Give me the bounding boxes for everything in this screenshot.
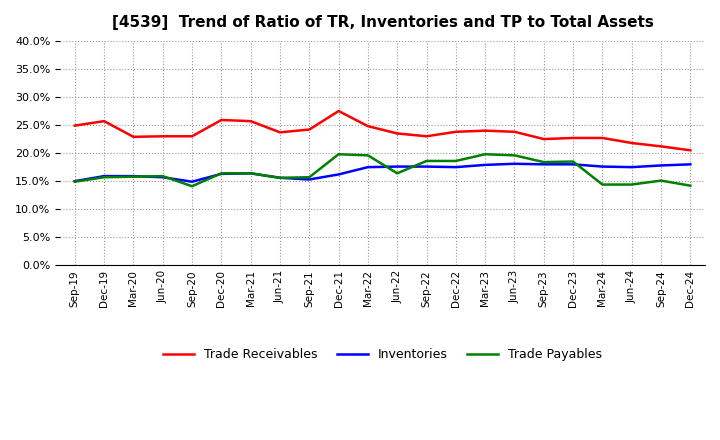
Trade Receivables [158, 134, 167, 139]
Trade Payables [305, 175, 314, 180]
Trade Receivables [71, 123, 79, 128]
Inventories [334, 172, 343, 177]
Trade Payables [569, 159, 577, 164]
Line: Inventories: Inventories [75, 164, 690, 182]
Trade Receivables [686, 148, 695, 153]
Title: [4539]  Trend of Ratio of TR, Inventories and TP to Total Assets: [4539] Trend of Ratio of TR, Inventories… [112, 15, 654, 30]
Trade Payables [364, 153, 372, 158]
Trade Receivables [598, 136, 607, 141]
Inventories [71, 179, 79, 184]
Trade Receivables [481, 128, 490, 133]
Trade Receivables [188, 134, 197, 139]
Trade Payables [598, 182, 607, 187]
Trade Receivables [539, 136, 548, 142]
Trade Receivables [100, 118, 109, 124]
Trade Payables [686, 183, 695, 188]
Inventories [598, 164, 607, 169]
Inventories [276, 175, 284, 180]
Inventories [569, 161, 577, 167]
Inventories [364, 165, 372, 170]
Trade Payables [539, 159, 548, 165]
Trade Payables [246, 171, 255, 176]
Inventories [246, 171, 255, 176]
Trade Payables [657, 178, 665, 183]
Trade Receivables [422, 134, 431, 139]
Trade Payables [334, 152, 343, 157]
Inventories [422, 164, 431, 169]
Trade Payables [100, 175, 109, 180]
Trade Payables [217, 171, 225, 176]
Trade Receivables [627, 140, 636, 146]
Inventories [305, 177, 314, 182]
Trade Payables [451, 158, 460, 164]
Trade Payables [422, 158, 431, 164]
Trade Receivables [276, 130, 284, 135]
Inventories [510, 161, 519, 166]
Trade Receivables [451, 129, 460, 135]
Trade Payables [71, 179, 79, 184]
Trade Receivables [364, 124, 372, 129]
Trade Payables [481, 152, 490, 157]
Trade Payables [129, 174, 138, 180]
Trade Receivables [334, 108, 343, 114]
Inventories [393, 164, 402, 169]
Inventories [158, 175, 167, 180]
Trade Payables [188, 183, 197, 189]
Trade Payables [627, 182, 636, 187]
Inventories [188, 179, 197, 184]
Inventories [539, 161, 548, 167]
Trade Receivables [246, 118, 255, 124]
Legend: Trade Receivables, Inventories, Trade Payables: Trade Receivables, Inventories, Trade Pa… [158, 343, 607, 367]
Trade Receivables [217, 117, 225, 123]
Inventories [481, 162, 490, 168]
Inventories [129, 173, 138, 179]
Inventories [451, 165, 460, 170]
Inventories [657, 163, 665, 168]
Trade Receivables [569, 136, 577, 141]
Line: Trade Payables: Trade Payables [75, 154, 690, 186]
Trade Payables [393, 171, 402, 176]
Trade Receivables [510, 129, 519, 135]
Inventories [100, 173, 109, 179]
Inventories [217, 171, 225, 176]
Inventories [627, 165, 636, 170]
Trade Payables [158, 173, 167, 179]
Trade Payables [276, 175, 284, 180]
Trade Payables [510, 153, 519, 158]
Line: Trade Receivables: Trade Receivables [75, 111, 690, 150]
Trade Receivables [393, 131, 402, 136]
Inventories [686, 161, 695, 167]
Trade Receivables [305, 127, 314, 132]
Trade Receivables [129, 134, 138, 139]
Trade Receivables [657, 144, 665, 149]
